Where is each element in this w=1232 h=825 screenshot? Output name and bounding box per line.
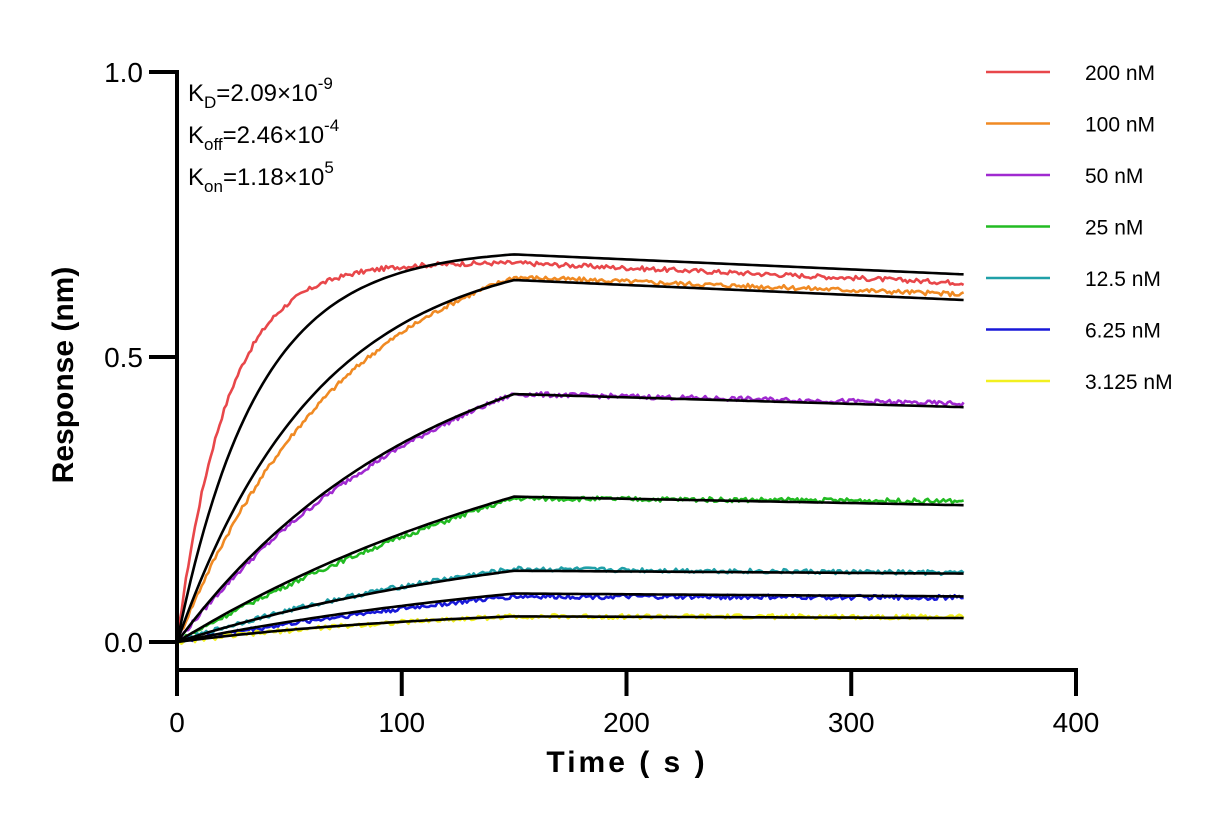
kinetics-annotation: KD=2.09×10-9 Koff=2.46×10-4 Kon=1.18×105 [188, 74, 339, 196]
y-tick-label: 1.0 [104, 57, 143, 88]
series-trace-4 [176, 495, 964, 643]
fit-curve-3 [175, 392, 964, 643]
y-tick-label: 0.0 [104, 627, 143, 658]
legend-label: 100 nM [1085, 114, 1155, 137]
fit-curves [175, 253, 964, 644]
series-trace-1 [175, 259, 965, 643]
legend-label: 6.25 nM [1085, 320, 1161, 343]
legend-label: 50 nM [1085, 165, 1143, 188]
legend-label: 3.125 nM [1085, 371, 1173, 394]
y-tick-label: 0.5 [104, 342, 143, 373]
fit-curve-1 [175, 253, 964, 643]
series-trace-2 [175, 275, 965, 643]
legend-label: 200 nM [1085, 62, 1155, 85]
legend-label: 12.5 nM [1085, 268, 1161, 291]
x-tick-label: 400 [1053, 707, 1100, 738]
legend: 200 nM 100 nM 50 nM 25 nM 12.5 nM 6.25 nM 3.12… [986, 62, 1173, 394]
x-axis-title: Time ( s ) [546, 746, 707, 779]
legend-label: 25 nM [1085, 217, 1143, 240]
y-axis-title: Response (nm) [47, 267, 80, 484]
kinetic-constant: KD=2.09×10-9 [188, 74, 333, 112]
x-tick-label: 300 [828, 707, 875, 738]
fit-curve-5 [176, 569, 964, 644]
x-tick-label: 200 [603, 707, 650, 738]
axes: 0.0 0.5 1.0 0 100 200 300 400 [104, 57, 1099, 738]
kinetic-constant: Koff=2.46×10-4 [188, 116, 339, 154]
fit-curve-4 [176, 495, 964, 644]
fit-curve-7 [176, 615, 964, 644]
x-tick-label: 100 [378, 707, 425, 738]
x-tick-label: 0 [169, 707, 185, 738]
data-traces [175, 259, 965, 645]
fit-curve-2 [175, 278, 964, 643]
fit-curve-6 [176, 592, 964, 644]
series-trace-6 [176, 592, 964, 644]
kinetic-constant: Kon=1.18×105 [188, 158, 334, 196]
